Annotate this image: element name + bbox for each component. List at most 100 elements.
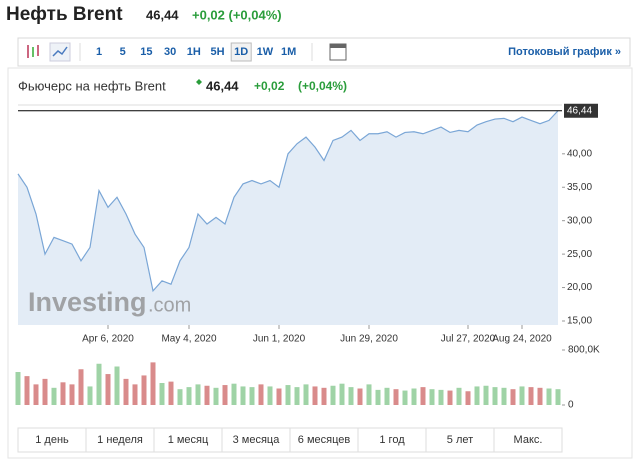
x-tick-label: May 4, 2020 bbox=[161, 334, 216, 345]
x-tick-label: Apr 6, 2020 bbox=[82, 334, 134, 345]
interval-button[interactable]: 1D bbox=[234, 46, 248, 58]
instrument-title: Нефть Brent bbox=[6, 4, 123, 25]
volume-bar bbox=[294, 387, 300, 405]
volume-bar bbox=[60, 382, 66, 405]
volume-bar bbox=[249, 387, 255, 405]
volume-bar bbox=[168, 381, 174, 405]
volume-bar bbox=[159, 383, 165, 405]
volume-bar bbox=[51, 387, 57, 405]
volume-tick-label: 0 bbox=[568, 400, 574, 411]
chart-change: +0,02 bbox=[254, 79, 285, 93]
interval-button[interactable]: 15 bbox=[140, 46, 152, 58]
volume-bar bbox=[483, 385, 489, 405]
volume-bar bbox=[267, 386, 273, 405]
range-label[interactable]: 5 лет bbox=[447, 434, 473, 446]
volume-bar bbox=[528, 387, 534, 405]
interval-button[interactable]: 30 bbox=[164, 46, 176, 58]
volume-bar bbox=[105, 374, 111, 405]
range-label[interactable]: 1 день bbox=[35, 434, 69, 446]
range-label[interactable]: 1 год bbox=[379, 434, 405, 446]
range-button[interactable] bbox=[357, 427, 427, 453]
range-button[interactable] bbox=[221, 427, 291, 453]
volume-bar bbox=[339, 383, 345, 405]
range-button[interactable] bbox=[425, 427, 495, 453]
interval-button[interactable]: 5 bbox=[120, 46, 126, 58]
volume-bar bbox=[150, 362, 156, 405]
chart-title: Фьючерс на нефть Brent bbox=[18, 78, 166, 93]
volume-bar bbox=[321, 387, 327, 405]
x-tick-label: Aug 24, 2020 bbox=[492, 334, 552, 345]
toolbar bbox=[17, 37, 631, 67]
volume-bar bbox=[429, 389, 435, 405]
volume-bar bbox=[438, 389, 444, 405]
volume-bar bbox=[393, 389, 399, 405]
chart-price: 46,44 bbox=[206, 78, 239, 93]
volume-bar bbox=[474, 386, 480, 405]
header-price: 46,44 bbox=[146, 7, 179, 22]
range-button[interactable] bbox=[153, 427, 223, 453]
y-tick-label: 35,00 bbox=[567, 182, 592, 193]
range-label[interactable]: 1 неделя bbox=[97, 434, 143, 446]
active-interval-box bbox=[230, 42, 252, 62]
volume-bar bbox=[402, 390, 408, 405]
y-tick-label: 20,00 bbox=[567, 282, 592, 293]
volume-bar bbox=[366, 384, 372, 405]
volume-bar bbox=[258, 384, 264, 405]
range-button[interactable] bbox=[17, 427, 87, 453]
volume-bar bbox=[204, 385, 210, 405]
volume-bar bbox=[42, 378, 48, 405]
interval-button[interactable]: 1 bbox=[96, 46, 102, 58]
volume-bar bbox=[303, 384, 309, 405]
volume-bar bbox=[15, 372, 21, 405]
interval-button[interactable]: 1M bbox=[281, 46, 296, 58]
volume-bar bbox=[24, 376, 30, 405]
range-button[interactable] bbox=[493, 427, 563, 453]
line-icon-glyph bbox=[52, 46, 68, 57]
volume-bar bbox=[420, 387, 426, 405]
volume-bar bbox=[492, 387, 498, 405]
volume-bar bbox=[141, 375, 147, 405]
volume-bar bbox=[546, 388, 552, 405]
volume-bar bbox=[78, 369, 84, 405]
status-diamond bbox=[196, 79, 202, 85]
interval-button[interactable]: 1H bbox=[187, 46, 201, 58]
volume-bar bbox=[96, 363, 102, 405]
volume-bar bbox=[186, 387, 192, 405]
volume-bar bbox=[69, 384, 75, 405]
volume-bar bbox=[195, 384, 201, 405]
volume-bar bbox=[447, 390, 453, 405]
volume-bar bbox=[213, 387, 219, 405]
volume-bar bbox=[276, 388, 282, 405]
x-tick-label: Jul 27, 2020 bbox=[441, 334, 496, 345]
volume-bar bbox=[222, 385, 228, 405]
x-tick-label: Jun 1, 2020 bbox=[253, 334, 306, 345]
interval-button[interactable]: 5H bbox=[210, 46, 224, 58]
settings-icon-bar bbox=[330, 44, 346, 48]
volume-bar bbox=[519, 386, 525, 405]
header-change: +0,02 (+0,04%) bbox=[192, 7, 282, 22]
volume-bar bbox=[510, 389, 516, 405]
volume-bar bbox=[348, 387, 354, 405]
y-tick-label: 40,00 bbox=[567, 148, 592, 159]
volume-bar bbox=[123, 378, 129, 405]
range-label[interactable]: 1 месяц bbox=[168, 434, 209, 446]
volume-bar bbox=[87, 386, 93, 405]
range-label[interactable]: 3 месяца bbox=[233, 434, 281, 446]
volume-bar bbox=[285, 385, 291, 405]
interval-button[interactable]: 1W bbox=[257, 46, 274, 58]
chart-panel bbox=[7, 67, 633, 459]
range-label[interactable]: Макс. bbox=[514, 434, 543, 446]
volume-bar bbox=[357, 388, 363, 405]
volume-bar bbox=[501, 387, 507, 405]
candle-icon[interactable] bbox=[27, 45, 39, 58]
range-label[interactable]: 6 месяцев bbox=[298, 434, 351, 446]
watermark-brand: Investing bbox=[28, 287, 147, 317]
last-price-label: 46,44 bbox=[567, 105, 592, 116]
range-button[interactable] bbox=[85, 427, 155, 453]
volume-bar bbox=[231, 383, 237, 405]
volume-bar bbox=[330, 385, 336, 405]
stream-link[interactable]: Потоковый график » bbox=[508, 46, 621, 58]
y-tick-label: 25,00 bbox=[567, 249, 592, 260]
volume-bar bbox=[465, 391, 471, 405]
